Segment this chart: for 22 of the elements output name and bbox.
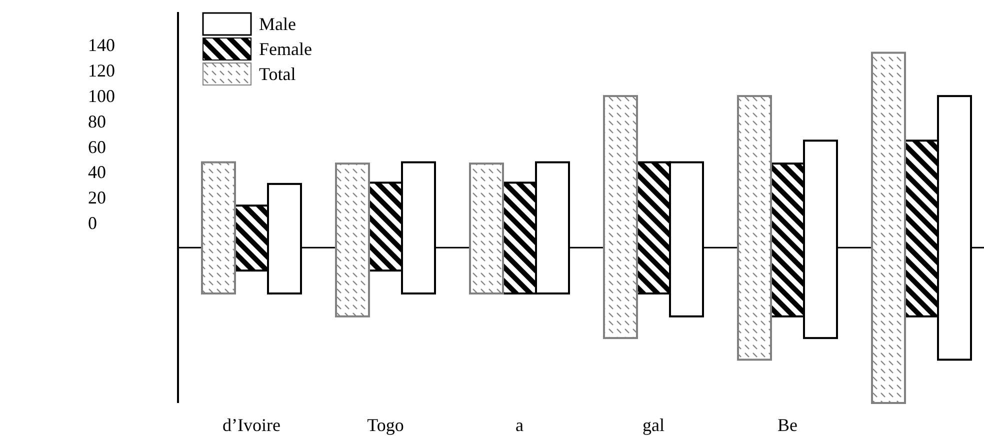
y-tick-label: 40 — [88, 162, 106, 182]
bar — [335, 162, 370, 318]
x-tick-label: Be — [778, 415, 798, 435]
y-tick-label: 0 — [88, 213, 97, 234]
bar — [603, 95, 638, 340]
x-tick-label: a — [516, 415, 524, 435]
legend-label: Male — [259, 14, 296, 34]
legend-label: Female — [259, 39, 312, 59]
bar — [469, 162, 504, 294]
legend-label: Total — [259, 64, 296, 84]
y-tick-label: 80 — [88, 111, 106, 132]
x-tick-label: gal — [642, 415, 664, 435]
bar — [201, 161, 236, 294]
y-tick-label: 60 — [88, 136, 106, 157]
x-tick-label: d’Ivoire — [222, 415, 280, 435]
x-tick-label: Togo — [367, 415, 404, 435]
bar — [871, 52, 906, 404]
y-tick-label: 120 — [88, 60, 115, 80]
y-tick-label: 100 — [88, 86, 115, 106]
y-tick-label: 140 — [88, 34, 115, 55]
y-tick-label: 20 — [88, 188, 106, 208]
bar — [737, 95, 772, 361]
